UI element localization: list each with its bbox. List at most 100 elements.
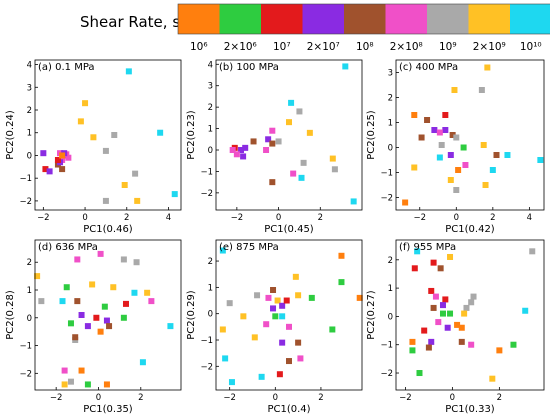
legend-swatch-4 bbox=[344, 4, 386, 34]
point-5-16 bbox=[447, 310, 454, 317]
point-4-4 bbox=[270, 287, 277, 293]
point-1-1 bbox=[288, 99, 295, 106]
y-tick-label-5-1: −1 bbox=[380, 341, 393, 351]
point-4-23 bbox=[279, 339, 286, 346]
point-4-30 bbox=[228, 379, 235, 386]
point-5-14 bbox=[522, 307, 529, 314]
point-1-2 bbox=[296, 108, 303, 115]
point-4-14 bbox=[270, 305, 277, 312]
point-3-31 bbox=[103, 381, 110, 388]
point-2-26 bbox=[489, 167, 496, 173]
point-3-7 bbox=[110, 284, 117, 291]
x-tick-label-0-0: −2 bbox=[37, 213, 50, 223]
point-0-3 bbox=[90, 134, 97, 141]
point-2-24 bbox=[411, 164, 418, 171]
point-0-1 bbox=[82, 100, 89, 107]
point-5-12 bbox=[468, 299, 475, 306]
point-5-26 bbox=[409, 347, 416, 354]
panel-0: −2 0 2 4 −2 −1 0 1 2 3 4 (a) 0.1 MPa PC1(0.46) PC2(0.… bbox=[5, 59, 182, 235]
point-0-12 bbox=[40, 150, 47, 157]
point-0-6 bbox=[102, 147, 109, 154]
point-0-5 bbox=[111, 132, 118, 138]
point-5-29 bbox=[510, 341, 517, 348]
legend-label-8: 10¹⁰ bbox=[520, 41, 542, 53]
point-0-7 bbox=[132, 170, 139, 177]
x-tick-label-2-3: 4 bbox=[527, 213, 532, 223]
y-tick-label-2-1: −1 bbox=[380, 169, 393, 179]
y-tick-label-5-3: 1 bbox=[388, 284, 393, 294]
point-3-8 bbox=[131, 289, 138, 296]
panel-title-4: (e) 875 MPa bbox=[219, 242, 279, 253]
point-1-5 bbox=[250, 138, 257, 145]
point-2-16 bbox=[480, 142, 487, 148]
point-4-13 bbox=[356, 294, 363, 301]
point-3-27 bbox=[61, 367, 68, 374]
panel-title-2: (c) 400 MPa bbox=[399, 62, 458, 73]
point-3-24 bbox=[84, 323, 91, 330]
y-tick-label-2-4: 2 bbox=[388, 94, 393, 104]
point-3-12 bbox=[74, 298, 81, 305]
y-tick-label-1-4: 2 bbox=[208, 103, 213, 113]
point-3-9 bbox=[144, 289, 151, 296]
point-4-6 bbox=[338, 279, 345, 286]
plot-frame-5 bbox=[395, 239, 545, 391]
point-1-14 bbox=[233, 151, 240, 158]
point-3-21 bbox=[67, 320, 74, 327]
point-1-7 bbox=[265, 136, 272, 143]
point-5-1 bbox=[447, 253, 454, 260]
point-1-23 bbox=[350, 198, 357, 205]
legend-label-6: 10⁹ bbox=[439, 41, 457, 53]
y-tick-label-2-0: −2 bbox=[380, 194, 393, 204]
point-3-29 bbox=[67, 378, 74, 385]
x-tick-label-0-1: 0 bbox=[82, 213, 87, 223]
point-3-20 bbox=[167, 323, 174, 330]
legend-swatch-5 bbox=[385, 4, 427, 34]
point-3-16 bbox=[78, 312, 85, 318]
panel-4: −2 0 2 −2 −1 0 1 2 (e) 875 MPa PC1(0.4) PC2(0.29) bbox=[186, 239, 363, 415]
point-4-15 bbox=[272, 313, 279, 320]
point-4-5 bbox=[295, 292, 302, 299]
point-5-6 bbox=[428, 287, 435, 294]
point-2-4 bbox=[424, 117, 431, 123]
panel-2: −2 0 2 4 −2 −1 0 1 2 3 (c) 400 MPa PC1(0.42) PC2(0.2… bbox=[366, 59, 545, 235]
y-tick-label-2-2: 0 bbox=[388, 144, 393, 154]
point-3-32 bbox=[139, 359, 146, 366]
point-2-13 bbox=[460, 144, 467, 151]
y-tick-label-0-1: −1 bbox=[19, 174, 32, 184]
panel-1: −2 0 2 −2 −1 0 1 2 3 4 (b) 100 MPa PC1(0.45) PC2(0.2… bbox=[186, 59, 363, 235]
point-4-25 bbox=[286, 358, 292, 365]
y-tick-label-4-4: 2 bbox=[208, 257, 213, 267]
point-4-12 bbox=[308, 294, 315, 301]
point-2-15 bbox=[436, 154, 443, 161]
point-1-21 bbox=[329, 155, 336, 162]
point-1-16 bbox=[229, 147, 236, 153]
point-3-33 bbox=[78, 367, 85, 374]
point-3-18 bbox=[103, 317, 110, 324]
plot-frame-4 bbox=[215, 239, 363, 391]
point-4-11 bbox=[283, 297, 290, 304]
legend-swatch-3 bbox=[302, 4, 344, 34]
point-3-4 bbox=[34, 273, 41, 280]
point-5-23 bbox=[428, 338, 435, 345]
plot-frame-1 bbox=[215, 59, 363, 211]
legend-bar-frame bbox=[177, 3, 550, 35]
point-3-25 bbox=[97, 328, 104, 335]
x-tick-label-2-0: −2 bbox=[413, 213, 426, 223]
legend-label-5: 2×10⁸ bbox=[390, 41, 423, 53]
legend-label-4: 10⁸ bbox=[356, 41, 374, 53]
point-0-2 bbox=[77, 118, 84, 125]
point-2-27 bbox=[402, 199, 409, 206]
point-0-11 bbox=[171, 191, 178, 198]
y-tick-label-2-5: 3 bbox=[388, 69, 393, 79]
point-5-3 bbox=[430, 259, 437, 266]
point-2-17 bbox=[493, 152, 500, 158]
point-5-10 bbox=[439, 302, 446, 309]
point-3-28 bbox=[61, 381, 68, 388]
point-0-22 bbox=[54, 157, 61, 163]
point-2-0 bbox=[484, 64, 491, 71]
point-4-18 bbox=[263, 321, 270, 328]
point-4-27 bbox=[222, 355, 229, 362]
point-4-2 bbox=[292, 273, 299, 280]
point-2-12 bbox=[438, 142, 445, 148]
y-axis-label-4: PC2(0.29) bbox=[186, 290, 197, 340]
